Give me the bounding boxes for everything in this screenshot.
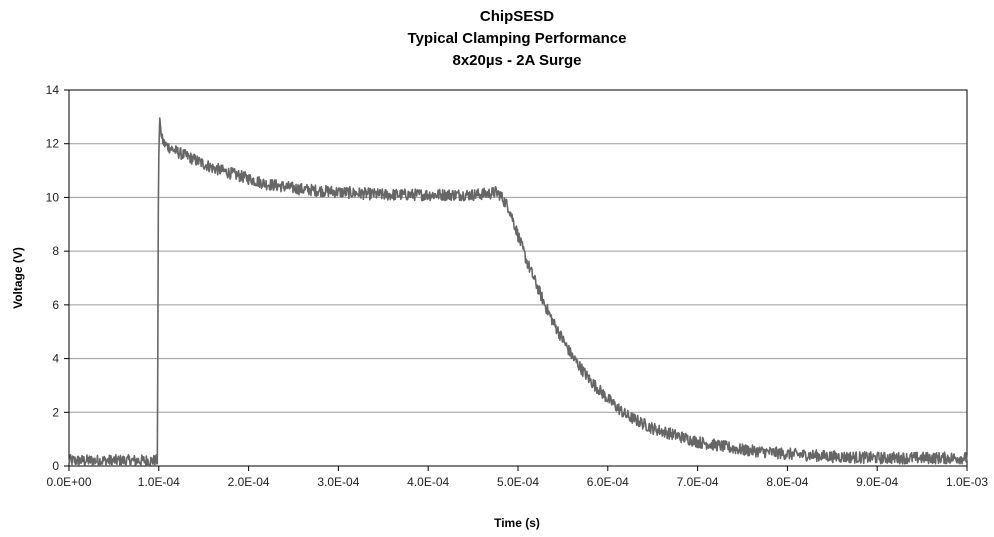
y-tick-label: 0 (52, 459, 59, 473)
x-tick-label: 5.0E-04 (497, 475, 539, 489)
y-tick-label: 2 (52, 405, 59, 419)
y-tick-label: 4 (52, 352, 59, 366)
chart-title-line-2: Typical Clamping Performance (408, 30, 627, 47)
chart-title-line-1: ChipSESD (480, 8, 554, 25)
x-tick-label: 1.0E-04 (138, 475, 180, 489)
x-tick-label: 9.0E-04 (856, 475, 898, 489)
x-tick-label: 3.0E-04 (317, 475, 359, 489)
voltage-series-line (68, 117, 968, 467)
x-tick-label: 7.0E-04 (677, 475, 719, 489)
y-tick-label: 14 (46, 83, 60, 97)
y-tick-label: 6 (52, 298, 59, 312)
y-tick-label: 10 (46, 190, 60, 204)
plot-area (68, 89, 968, 467)
x-axis: 0.0E+00 1.0E-04 2.0E-04 3.0E-04 4.0E-04 5.0E-… (46, 466, 988, 489)
y-axis-label: Voltage (V) (11, 247, 25, 309)
x-axis-label: Time (s) (494, 516, 540, 530)
series-group (68, 117, 968, 467)
chart-title-line-3: 8x20µs - 2A Surge (453, 52, 582, 69)
y-tick-label: 12 (46, 137, 60, 151)
x-tick-label: 1.0E-03 (946, 475, 988, 489)
grid-lines (69, 143, 967, 413)
x-tick-label: 8.0E-04 (766, 475, 808, 489)
y-tick-label: 8 (52, 244, 59, 258)
x-tick-label: 4.0E-04 (407, 475, 449, 489)
y-axis: 0 2 4 6 8 10 12 14 (46, 83, 69, 473)
x-tick-label: 6.0E-04 (587, 475, 629, 489)
x-tick-label: 0.0E+00 (46, 475, 91, 489)
x-tick-label: 2.0E-04 (228, 475, 270, 489)
